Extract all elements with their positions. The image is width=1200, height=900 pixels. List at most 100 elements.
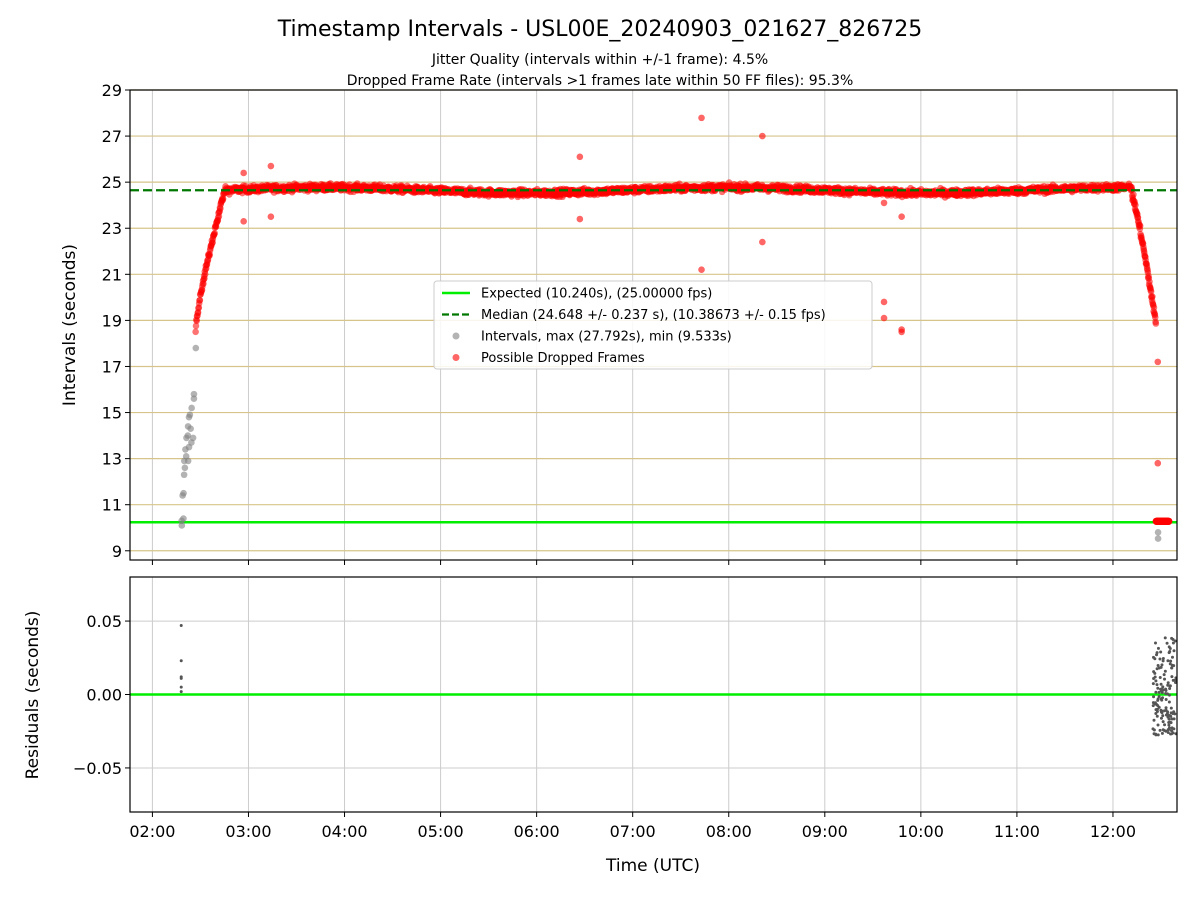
x-tick-label: 12:00 bbox=[1090, 822, 1136, 841]
residual-point bbox=[1154, 711, 1158, 715]
residual-point bbox=[1169, 706, 1173, 710]
top-y-tick-label: 21 bbox=[102, 265, 122, 284]
bottom-y-axis-label: Residuals (seconds) bbox=[23, 611, 43, 780]
dropped-point bbox=[880, 314, 888, 322]
chart-subtitle-dropped: Dropped Frame Rate (intervals >1 frames … bbox=[347, 73, 854, 89]
dropped-point bbox=[1154, 358, 1162, 366]
residual-point bbox=[1158, 728, 1162, 732]
x-tick-label: 04:00 bbox=[321, 822, 367, 841]
residual-point bbox=[179, 690, 183, 694]
residual-point bbox=[1170, 729, 1174, 733]
residual-point bbox=[1164, 687, 1168, 691]
residual-point bbox=[1152, 676, 1156, 680]
x-tick-label: 06:00 bbox=[514, 822, 560, 841]
residual-point bbox=[1169, 732, 1173, 736]
residual-point bbox=[1167, 645, 1171, 649]
interval-point bbox=[187, 425, 194, 432]
residual-point bbox=[1166, 683, 1170, 687]
x-tick-label: 02:00 bbox=[129, 822, 175, 841]
residual-point bbox=[1156, 733, 1160, 737]
bottom-y-tick-label: 0.05 bbox=[86, 612, 122, 631]
interval-point bbox=[188, 404, 195, 412]
residual-point bbox=[1156, 697, 1160, 701]
dropped-point bbox=[698, 114, 705, 122]
residual-point bbox=[1162, 709, 1166, 713]
interval-point bbox=[1154, 535, 1162, 542]
dropped-point bbox=[1130, 191, 1137, 198]
residual-point bbox=[1166, 731, 1170, 735]
residual-point bbox=[1159, 650, 1163, 654]
dropped-point bbox=[267, 213, 275, 221]
legend-marker-swatch bbox=[452, 354, 460, 361]
legend-label: Median (24.648 +/- 0.237 s), (10.38673 +… bbox=[481, 308, 826, 323]
residual-point bbox=[1160, 687, 1164, 691]
interval-point bbox=[180, 515, 187, 522]
residual-point bbox=[1172, 664, 1176, 668]
residual-point bbox=[1152, 695, 1156, 699]
residual-point bbox=[1160, 709, 1164, 713]
residual-point bbox=[1164, 706, 1168, 710]
residual-point bbox=[1160, 663, 1164, 667]
residual-point bbox=[1157, 694, 1161, 698]
legend-box bbox=[433, 280, 873, 370]
residual-point bbox=[1161, 714, 1165, 718]
top-panel: 9 11 13 15 17 19 21 23 25 27 29 bbox=[102, 81, 1178, 565]
residual-point bbox=[1170, 666, 1174, 670]
top-y-tick-label: 17 bbox=[102, 357, 122, 376]
residual-point bbox=[1172, 710, 1176, 714]
residual-point bbox=[1163, 669, 1167, 673]
residual-point bbox=[1172, 717, 1176, 721]
dropped-point bbox=[192, 322, 200, 330]
interval-point bbox=[184, 432, 192, 439]
x-tick-label: 11:00 bbox=[994, 822, 1040, 841]
residual-point bbox=[1163, 677, 1167, 681]
residual-point bbox=[1152, 728, 1156, 732]
residual-point bbox=[1155, 667, 1159, 671]
residual-point bbox=[1161, 720, 1165, 724]
residual-point bbox=[1159, 716, 1163, 720]
residual-point bbox=[1160, 690, 1164, 694]
x-tick-label: 05:00 bbox=[418, 822, 464, 841]
residual-point bbox=[1171, 678, 1175, 682]
x-tick-label: 10:00 bbox=[898, 822, 944, 841]
residual-point bbox=[1152, 718, 1156, 722]
interval-point bbox=[186, 411, 194, 419]
residual-point bbox=[1161, 728, 1165, 732]
residual-point bbox=[1154, 708, 1158, 712]
residual-point bbox=[1160, 731, 1164, 735]
interval-point bbox=[184, 457, 192, 465]
dropped-point bbox=[576, 215, 584, 223]
dropped-point bbox=[576, 153, 584, 161]
residual-point bbox=[1172, 649, 1176, 653]
dropped-point bbox=[1165, 517, 1173, 525]
residual-point bbox=[179, 685, 183, 689]
x-tick-label: 03:00 bbox=[225, 822, 271, 841]
residual-point bbox=[1169, 721, 1173, 725]
top-y-tick-label: 15 bbox=[102, 404, 122, 423]
residual-point bbox=[1167, 723, 1171, 727]
legend-marker-swatch bbox=[452, 332, 460, 340]
residual-point bbox=[1168, 686, 1172, 690]
dropped-point bbox=[1150, 304, 1158, 311]
chart-title: Timestamp Intervals - USL00E_20240903_02… bbox=[277, 17, 923, 42]
dropped-point bbox=[192, 328, 199, 336]
residual-point bbox=[1164, 729, 1168, 733]
residual-point bbox=[1165, 713, 1169, 717]
dropped-point bbox=[898, 328, 905, 336]
residual-point bbox=[1167, 717, 1171, 721]
top-y-tick-label: 29 bbox=[102, 81, 122, 100]
interval-point bbox=[190, 390, 198, 398]
top-plot-frame bbox=[129, 89, 1178, 561]
residual-point bbox=[1162, 673, 1166, 677]
dropped-point bbox=[759, 132, 766, 140]
residual-point bbox=[1161, 659, 1165, 663]
dropped-point bbox=[240, 218, 247, 225]
interval-point bbox=[180, 489, 187, 497]
interval-point bbox=[180, 471, 188, 479]
top-y-tick-label: 19 bbox=[102, 311, 122, 330]
residual-point bbox=[1166, 681, 1170, 685]
top-y-tick-label: 27 bbox=[102, 127, 122, 146]
legend: Expected (10.240s), (25.00000 fps) Median… bbox=[433, 280, 873, 370]
dropped-point bbox=[1154, 459, 1162, 467]
residual-point bbox=[1170, 675, 1174, 679]
